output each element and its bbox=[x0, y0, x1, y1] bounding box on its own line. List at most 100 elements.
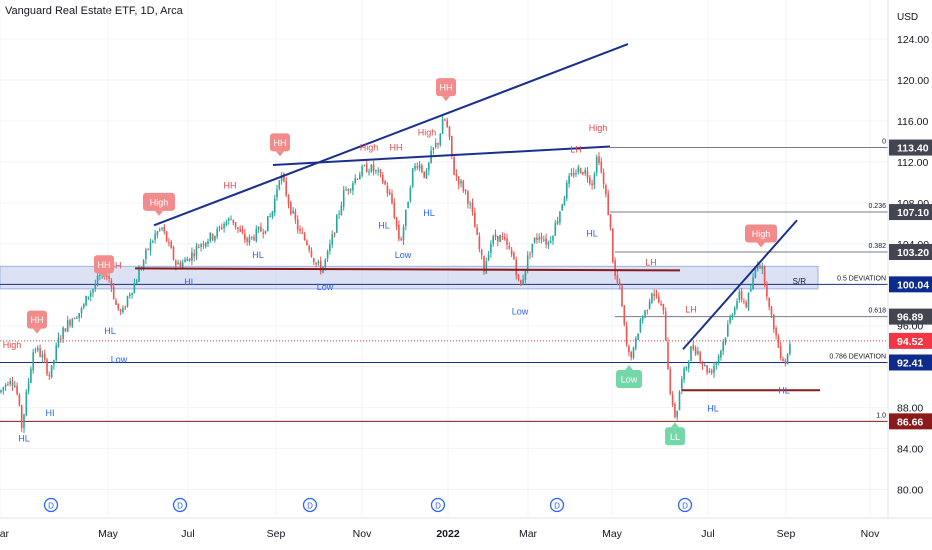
candle bbox=[471, 202, 474, 212]
candle bbox=[405, 209, 407, 227]
candle bbox=[736, 301, 738, 309]
price-tick-label: 124.00 bbox=[897, 34, 929, 46]
pivot-label: HL bbox=[586, 229, 598, 239]
time-tick-label: Nov bbox=[353, 528, 372, 540]
candle bbox=[239, 229, 241, 232]
candle bbox=[388, 192, 391, 195]
candle bbox=[508, 246, 511, 249]
candle bbox=[66, 320, 69, 332]
time-tick-label: Sep bbox=[267, 528, 286, 540]
candle bbox=[566, 182, 568, 199]
time-tick-label: May bbox=[98, 528, 119, 540]
pivot-marker-label: HH bbox=[31, 315, 44, 325]
candle bbox=[232, 219, 235, 223]
pivot-marker bbox=[616, 369, 642, 388]
candle bbox=[469, 203, 471, 205]
candle bbox=[416, 166, 419, 168]
pivot-label: HL bbox=[707, 404, 719, 414]
candle bbox=[267, 216, 269, 232]
pivot-marker-pointer bbox=[155, 210, 163, 216]
candle bbox=[478, 236, 481, 249]
candle bbox=[186, 258, 189, 262]
candle bbox=[480, 249, 483, 255]
fib-label: 0.786 DEVIATION bbox=[829, 353, 886, 360]
candle bbox=[34, 349, 37, 351]
time-tick-label: 2022 bbox=[436, 528, 460, 540]
candle bbox=[448, 126, 451, 137]
candle bbox=[193, 253, 195, 257]
pivot-marker bbox=[94, 255, 114, 274]
candle bbox=[152, 241, 154, 243]
candle bbox=[529, 253, 531, 255]
candle bbox=[423, 171, 425, 178]
candle bbox=[69, 320, 71, 326]
candle bbox=[117, 303, 120, 310]
trendline bbox=[272, 145, 611, 166]
dividend-label: D bbox=[307, 502, 313, 511]
candle bbox=[483, 256, 485, 273]
candle bbox=[76, 317, 78, 319]
candle bbox=[717, 356, 720, 363]
price-tick-label: 112.00 bbox=[897, 157, 928, 169]
candle bbox=[607, 193, 609, 216]
candle bbox=[393, 202, 396, 218]
candle bbox=[62, 327, 64, 339]
candle bbox=[16, 385, 18, 395]
pivot-label: High bbox=[589, 123, 608, 133]
candle bbox=[667, 342, 669, 370]
candle bbox=[382, 174, 384, 183]
candle bbox=[441, 119, 444, 134]
candle bbox=[296, 219, 299, 230]
pivot-marker-label: HH bbox=[274, 138, 287, 148]
candle bbox=[759, 265, 761, 268]
candle bbox=[110, 280, 113, 287]
pivot-marker-pointer bbox=[671, 422, 679, 428]
candle bbox=[409, 187, 412, 202]
pivot-marker-pointer bbox=[625, 364, 633, 370]
candle bbox=[609, 214, 612, 228]
pivot-label: Low bbox=[395, 250, 412, 260]
candle bbox=[73, 318, 76, 320]
candle bbox=[43, 353, 46, 360]
candle bbox=[773, 314, 775, 330]
candle bbox=[260, 226, 262, 232]
candle bbox=[722, 341, 724, 352]
candle bbox=[487, 254, 490, 261]
candle bbox=[708, 371, 711, 373]
candle bbox=[745, 302, 747, 307]
candle bbox=[559, 211, 561, 223]
candle bbox=[142, 260, 145, 268]
candle bbox=[598, 156, 600, 163]
candle bbox=[149, 241, 152, 251]
fib-label: 0.618 bbox=[868, 308, 886, 315]
candle bbox=[503, 237, 506, 240]
candle bbox=[692, 344, 695, 350]
candle bbox=[687, 362, 690, 369]
price-axis-unit: USD bbox=[897, 12, 918, 23]
candle bbox=[354, 178, 356, 183]
candle bbox=[124, 307, 126, 309]
candle bbox=[303, 233, 306, 241]
candle bbox=[336, 215, 338, 233]
fib-label: 0 bbox=[882, 139, 886, 146]
price-badge-label: 100.04 bbox=[897, 279, 929, 291]
candle bbox=[561, 204, 563, 211]
candle bbox=[32, 352, 34, 371]
candle bbox=[14, 385, 16, 387]
candle bbox=[625, 326, 628, 345]
candle bbox=[4, 384, 7, 387]
pivot-label: Low bbox=[512, 306, 529, 316]
candle bbox=[179, 262, 182, 267]
candle bbox=[572, 172, 575, 176]
candle bbox=[743, 300, 745, 303]
pivot-label: LH bbox=[685, 304, 697, 314]
pivot-marker bbox=[143, 192, 175, 211]
candle bbox=[635, 338, 637, 349]
candle bbox=[584, 170, 586, 174]
pivot-label: HL bbox=[423, 208, 435, 218]
candle bbox=[398, 224, 400, 240]
candle bbox=[216, 228, 218, 237]
candle bbox=[618, 282, 621, 285]
